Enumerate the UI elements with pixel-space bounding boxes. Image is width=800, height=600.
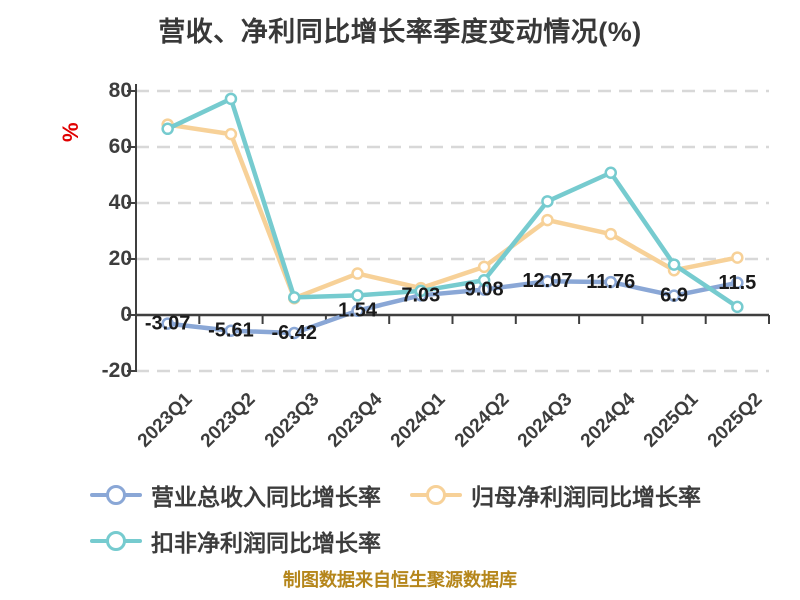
legend-dot-icon <box>426 485 446 505</box>
data-label: 1.54 <box>338 300 378 322</box>
legend-item: 扣非净利润同比增长率 <box>90 524 381 558</box>
legend-dot-icon <box>106 531 126 551</box>
y-tick-label: 20 <box>108 247 132 270</box>
series-2-marker <box>541 195 554 208</box>
legend-marker-icon <box>410 485 462 505</box>
series-2-marker <box>731 300 744 314</box>
series-0-marker <box>224 324 238 337</box>
y-tick-label: 80 <box>108 79 132 102</box>
series-1-marker <box>351 267 364 280</box>
legend-marker-icon <box>90 485 142 505</box>
data-label: 6.9 <box>660 285 688 307</box>
y-tick-label: 0 <box>120 303 132 326</box>
series-1-marker <box>477 260 491 274</box>
data-label: 9.08 <box>465 279 504 301</box>
data-label: 12.07 <box>522 270 572 292</box>
legend-label: 归母净利润同比增长率 <box>471 484 701 510</box>
series-2-marker <box>477 274 491 287</box>
legend-label: 营业总收入同比增长率 <box>151 484 381 510</box>
series-0-marker <box>541 274 554 288</box>
series-0-marker <box>351 304 364 317</box>
series-2-marker <box>288 291 301 304</box>
series-2-marker <box>414 284 428 298</box>
series-0-marker <box>288 326 301 340</box>
series-1-marker <box>541 213 554 227</box>
legend-label: 扣非净利润同比增长率 <box>151 530 381 556</box>
series-0-marker <box>731 276 744 290</box>
series-0-marker <box>161 317 174 330</box>
series-2-marker <box>604 166 617 180</box>
series-2-marker <box>667 258 681 271</box>
data-label: 11.5 <box>718 272 756 294</box>
series-2-marker <box>351 289 364 302</box>
legend-item: 归母净利润同比增长率 <box>410 478 701 512</box>
series-1-marker <box>731 251 744 264</box>
series-0-marker <box>604 275 617 289</box>
data-source-note: 制图数据来自恒生聚源数据库 <box>283 570 517 590</box>
series-line-1 <box>165 122 740 301</box>
series-line-2 <box>165 96 740 310</box>
y-tick-label: -20 <box>101 359 132 382</box>
chart-title: 营收、净利同比增长率季度变动情况(%) <box>158 17 642 47</box>
data-label: -3.07 <box>145 313 191 335</box>
y-tick-label: 40 <box>108 191 132 214</box>
legend-marker-icon <box>90 531 142 551</box>
data-label: -5.61 <box>208 320 254 342</box>
series-2-marker <box>161 122 174 136</box>
legend-dot-icon <box>106 485 126 505</box>
y-tick-label: 60 <box>108 135 132 158</box>
series-1-marker <box>604 227 617 241</box>
data-label: -6.42 <box>271 322 317 344</box>
series-1-marker <box>224 127 238 141</box>
series-0-marker <box>667 289 681 302</box>
legend-item: 营业总收入同比增长率 <box>90 478 381 512</box>
series-2-marker <box>224 92 238 106</box>
data-label: 7.03 <box>401 284 440 306</box>
data-label: 11.76 <box>586 271 635 293</box>
series-line-0 <box>165 278 740 336</box>
